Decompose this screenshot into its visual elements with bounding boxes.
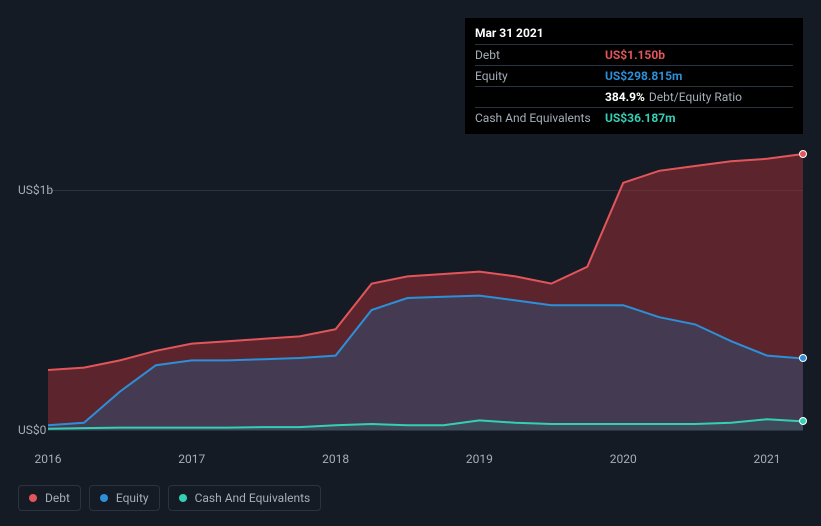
y-gridline	[48, 430, 803, 431]
x-axis-label: 2018	[322, 452, 349, 466]
x-axis-label: 2016	[35, 452, 62, 466]
legend-dot-icon	[179, 494, 187, 502]
tooltip-row: 384.9%Debt/Equity Ratio	[475, 86, 793, 107]
x-axis-label: 2017	[178, 452, 205, 466]
tooltip-row-value: US$1.150b	[605, 48, 665, 62]
series-end-marker	[799, 354, 807, 362]
legend-item[interactable]: Equity	[89, 485, 160, 511]
x-axis-label: 2019	[466, 452, 493, 466]
series-end-marker	[799, 150, 807, 158]
x-axis-label: 2021	[754, 452, 781, 466]
legend-item[interactable]: Debt	[18, 485, 81, 511]
tooltip-row-value: 384.9%Debt/Equity Ratio	[605, 90, 742, 104]
tooltip-row-label: Cash And Equivalents	[475, 111, 605, 125]
tooltip-row-value: US$298.815m	[605, 69, 682, 83]
legend-label: Debt	[45, 491, 70, 505]
series-end-marker	[799, 417, 807, 425]
tooltip-row-value: US$36.187m	[605, 111, 675, 125]
legend-dot-icon	[29, 494, 37, 502]
tooltip-row: DebtUS$1.150b	[475, 44, 793, 65]
tooltip-row: Cash And EquivalentsUS$36.187m	[475, 107, 793, 128]
tooltip-row-label: Debt	[475, 48, 605, 62]
tooltip-row: EquityUS$298.815m	[475, 65, 793, 86]
legend-label: Cash And Equivalents	[195, 491, 311, 505]
tooltip-row-extra: Debt/Equity Ratio	[649, 90, 742, 104]
legend-label: Equity	[116, 491, 149, 505]
chart-legend: Debt Equity Cash And Equivalents	[18, 485, 321, 511]
legend-item[interactable]: Cash And Equivalents	[168, 485, 322, 511]
y-axis-label: US$0	[18, 423, 46, 437]
chart-tooltip: Mar 31 2021 DebtUS$1.150bEquityUS$298.81…	[465, 18, 803, 134]
tooltip-date: Mar 31 2021	[475, 24, 793, 44]
legend-dot-icon	[100, 494, 108, 502]
chart-plot	[48, 130, 803, 430]
tooltip-row-label: Equity	[475, 69, 605, 83]
x-axis-label: 2020	[610, 452, 637, 466]
tooltip-row-label	[475, 90, 605, 104]
